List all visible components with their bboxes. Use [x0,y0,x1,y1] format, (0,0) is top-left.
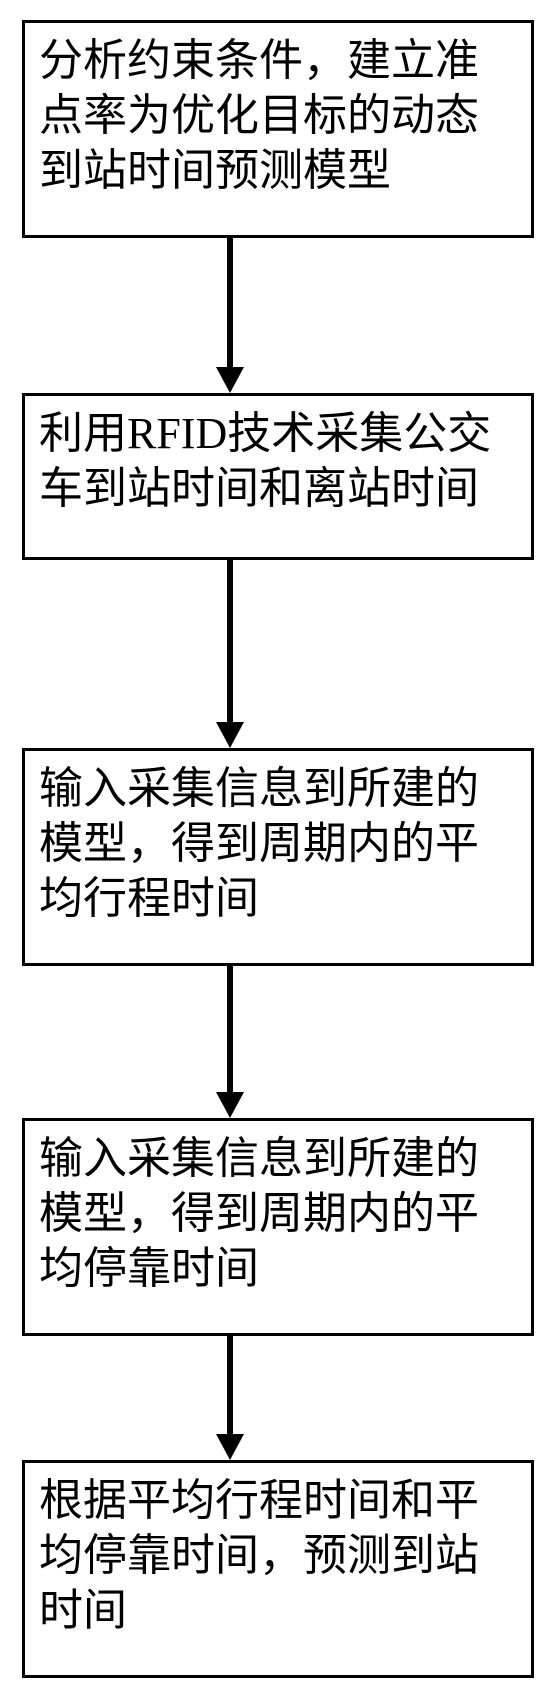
flow-node-2: 利用RFID技术采集公交车到站时间和离站时间 [22,393,534,560]
flow-node-3: 输入采集信息到所建的模型，得到周期内的平均行程时间 [22,748,534,966]
flow-arrow-4-head [216,1434,244,1460]
flow-node-3-text: 输入采集信息到所建的模型，得到周期内的平均行程时间 [39,761,517,926]
flow-node-2-text: 利用RFID技术采集公交车到站时间和离站时间 [39,406,517,516]
flow-node-4: 输入采集信息到所建的模型，得到周期内的平均停靠时间 [22,1118,534,1336]
flow-node-5-text: 根据平均行程时间和平均停靠时间，预测到站时间 [39,1473,517,1638]
flow-node-1-text: 分析约束条件，建立准点率为优化目标的动态到站时间预测模型 [39,33,517,198]
flow-arrow-4-line [227,1336,233,1434]
flow-node-4-text: 输入采集信息到所建的模型，得到周期内的平均停靠时间 [39,1131,517,1296]
flow-arrow-1-line [227,238,233,367]
flow-arrow-3-head [216,1092,244,1118]
flowchart-canvas: 分析约束条件，建立准点率为优化目标的动态到站时间预测模型 利用RFID技术采集公… [0,0,555,1693]
flow-arrow-2-head [216,722,244,748]
flow-arrow-3-line [227,966,233,1092]
flow-node-5: 根据平均行程时间和平均停靠时间，预测到站时间 [22,1460,534,1678]
flow-arrow-2-line [227,560,233,722]
flow-arrow-1-head [216,367,244,393]
flow-node-1: 分析约束条件，建立准点率为优化目标的动态到站时间预测模型 [22,20,534,238]
